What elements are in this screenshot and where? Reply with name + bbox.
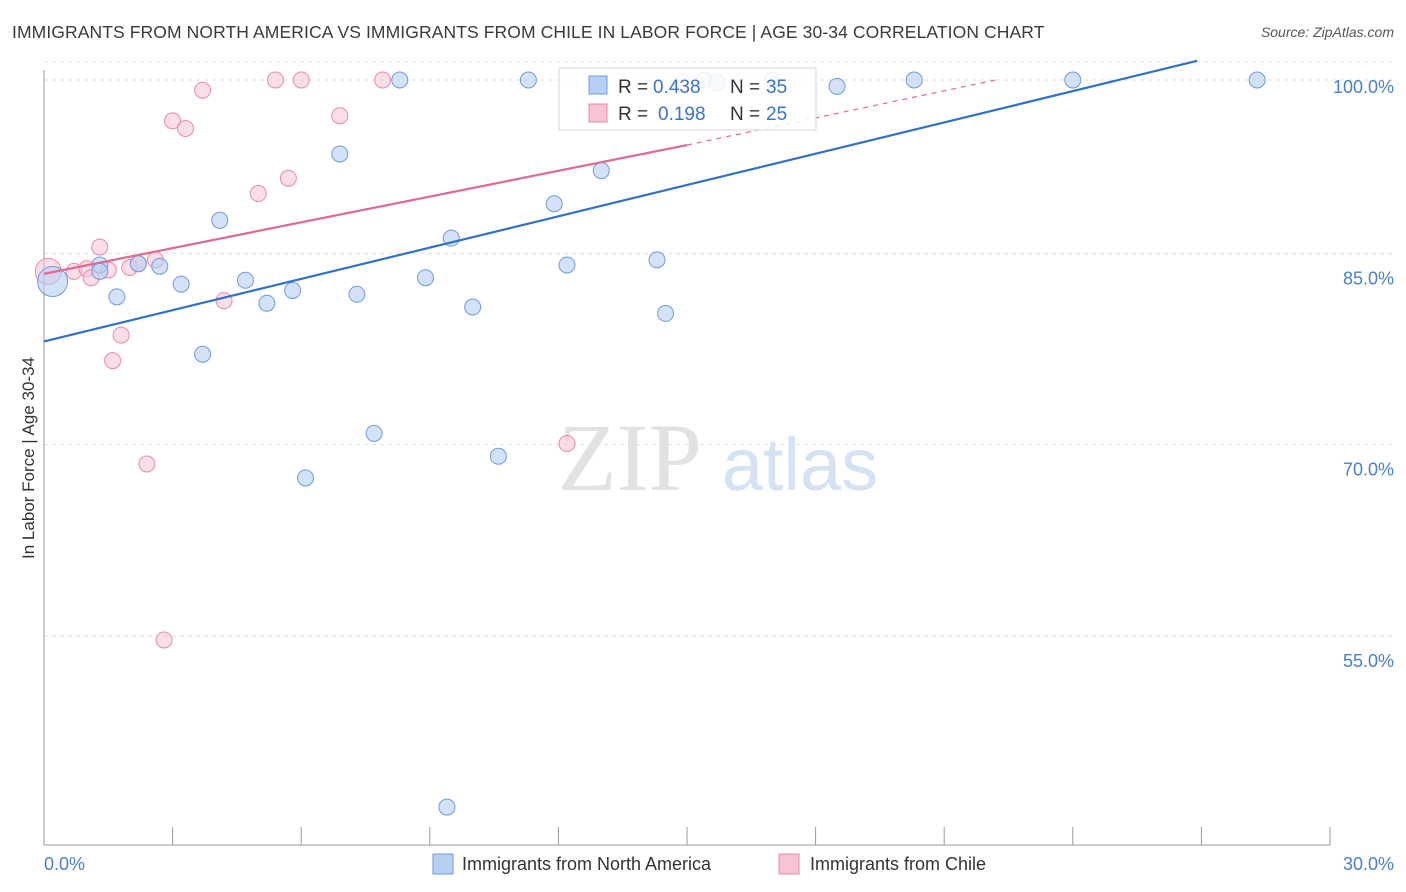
point-north-america [91,262,109,280]
point-chile [164,112,182,130]
watermark-atlas: atlas [722,423,878,506]
point-chile [112,326,130,344]
point-north-america [108,288,126,306]
point-chile [374,71,392,89]
trend-north-america [43,59,1198,343]
y-tick-label-85: 85.0% [1343,268,1394,288]
point-north-america [284,281,302,299]
point-chile [331,107,349,125]
trend-chile-extension [686,79,996,146]
point-north-america [417,269,435,287]
stats-swatch-pink [588,103,608,123]
stats-n-label-1: N = [730,77,760,98]
stats-r-value-1: 0.438 [653,77,701,98]
watermark-zip: ZIP [558,404,702,511]
point-north-america [236,271,254,289]
grid-lines [44,61,1394,637]
point-north-america [296,469,314,487]
legend-label-north-america: Immigrants from North America [462,854,712,874]
stats-r-value-2: 0.198 [658,104,706,125]
point-north-america [151,257,169,275]
point-north-america [558,256,576,274]
point-north-america [129,255,147,273]
x-tick-label-min: 0.0% [44,854,85,874]
point-chile [91,238,109,256]
point-chile [155,631,173,649]
legend-swatch-chile [778,853,800,875]
stats-n-label-2: N = [730,104,760,125]
point-north-america [464,298,482,316]
point-north-america [828,77,846,95]
chart-title: IMMIGRANTS FROM NORTH AMERICA VS IMMIGRA… [12,22,1045,42]
legend-swatch-north-america [432,853,454,875]
y-axis-title: In Labor Force | Age 30-34 [19,357,38,559]
stats-n-value-1: 35 [766,77,787,98]
point-chile [138,455,156,473]
legend-label-chile: Immigrants from Chile [810,854,986,874]
point-chile [279,169,297,187]
point-north-america [489,447,507,465]
point-north-america [348,285,366,303]
trend-chile [43,143,688,275]
source-label: Source: ZipAtlas.com [1260,24,1394,40]
point-north-america [331,145,349,163]
legend: Immigrants from North America Immigrants… [432,853,986,875]
point-north-america [592,162,610,180]
point-north-america [438,798,456,816]
point-chile [104,352,122,370]
point-north-america [1064,71,1082,89]
point-north-america [545,195,563,213]
point-chile [558,435,576,453]
point-north-america [657,304,675,322]
point-north-america [519,71,537,89]
x-tick-label-max: 30.0% [1343,854,1394,874]
watermark: ZIP atlas [558,404,878,511]
stats-n-value-2: 25 [766,104,787,125]
point-chile [266,71,284,89]
trend-lines [43,59,1198,343]
point-north-america [648,251,666,269]
stats-box: R = 0.438 N = 35 R = 0.198 N = 25 [558,67,817,131]
y-tick-label-100: 100.0% [1333,77,1394,97]
stats-swatch-blue [588,75,608,95]
point-north-america [1248,71,1266,89]
point-chile [194,81,212,99]
point-north-america [194,345,212,363]
point-north-america [391,71,409,89]
y-tick-labels: 55.0% 70.0% 85.0% 100.0% [1333,77,1394,671]
chile-points [34,71,692,649]
point-north-america [258,294,276,312]
point-north-america [211,211,229,229]
point-north-america [365,424,383,442]
stats-r-label-2: R = [618,104,648,125]
stats-r-label-1: R = [618,77,648,98]
point-chile [215,292,233,310]
point-chile [292,71,310,89]
point-north-america [172,275,190,293]
x-ticks [172,827,1331,845]
y-tick-label-70: 70.0% [1343,460,1394,480]
point-chile [249,185,267,203]
point-north-america [905,71,923,89]
y-tick-label-55: 55.0% [1343,651,1394,671]
point-chile [176,119,194,137]
